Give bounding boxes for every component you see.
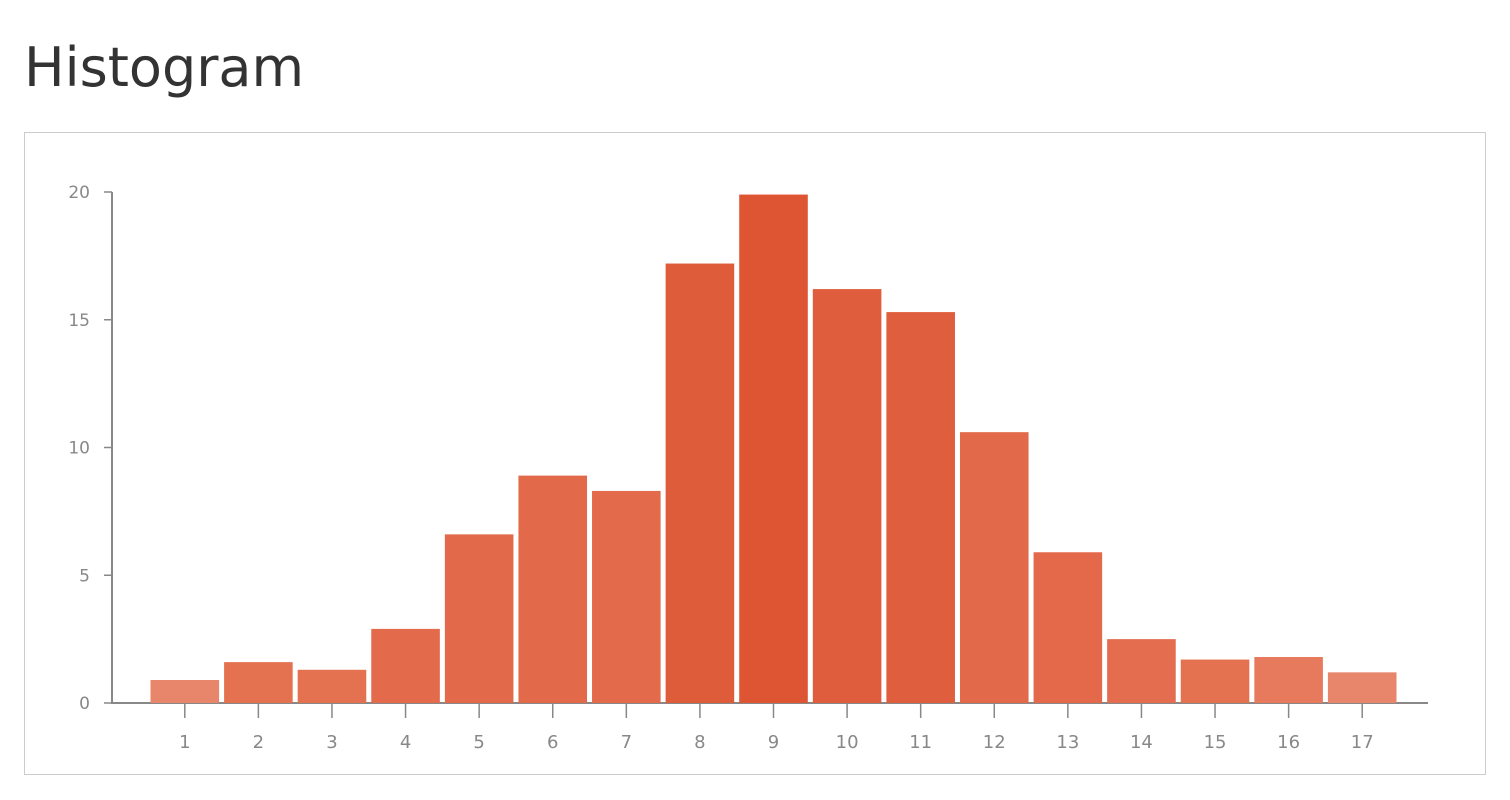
y-tick-label: 15 <box>68 311 90 331</box>
bar <box>886 312 955 703</box>
x-tick-label: 11 <box>909 732 932 753</box>
bar <box>1033 552 1103 703</box>
y-tick-label: 20 <box>68 183 90 203</box>
y-tick-label: 0 <box>79 694 90 714</box>
x-tick-label: 8 <box>694 732 705 753</box>
x-tick-label: 17 <box>1351 732 1374 753</box>
bar <box>739 194 808 703</box>
x-tick-label: 3 <box>326 732 337 753</box>
x-tick-label: 6 <box>547 732 558 753</box>
y-tick-label: 5 <box>79 566 90 586</box>
x-tick-label: 12 <box>983 732 1006 753</box>
bar <box>150 680 220 703</box>
chart-title: Histogram <box>24 36 304 99</box>
chart-frame <box>24 132 1486 775</box>
bar <box>297 669 367 703</box>
x-tick-label: 1 <box>179 732 190 753</box>
bar <box>665 263 735 703</box>
x-tick-label: 13 <box>1056 732 1079 753</box>
x-tick-label: 7 <box>621 732 632 753</box>
bar <box>224 662 293 703</box>
x-tick-label: 5 <box>473 732 484 753</box>
bar <box>592 490 661 703</box>
bar <box>371 628 440 703</box>
x-tick-label: 9 <box>768 732 779 753</box>
bar <box>1327 672 1397 703</box>
x-tick-label: 4 <box>400 732 411 753</box>
x-tick-label: 15 <box>1204 732 1227 753</box>
x-tick-label: 2 <box>253 732 264 753</box>
y-tick-label: 10 <box>68 439 90 459</box>
x-tick-label: 14 <box>1130 732 1153 753</box>
bar <box>518 475 588 703</box>
bar <box>1107 639 1176 703</box>
bar <box>1254 657 1323 703</box>
x-tick-label: 10 <box>836 732 859 753</box>
bar <box>1180 659 1250 703</box>
bar <box>444 534 514 703</box>
bar <box>812 289 882 703</box>
bar <box>959 432 1029 703</box>
x-tick-label: 16 <box>1277 732 1300 753</box>
